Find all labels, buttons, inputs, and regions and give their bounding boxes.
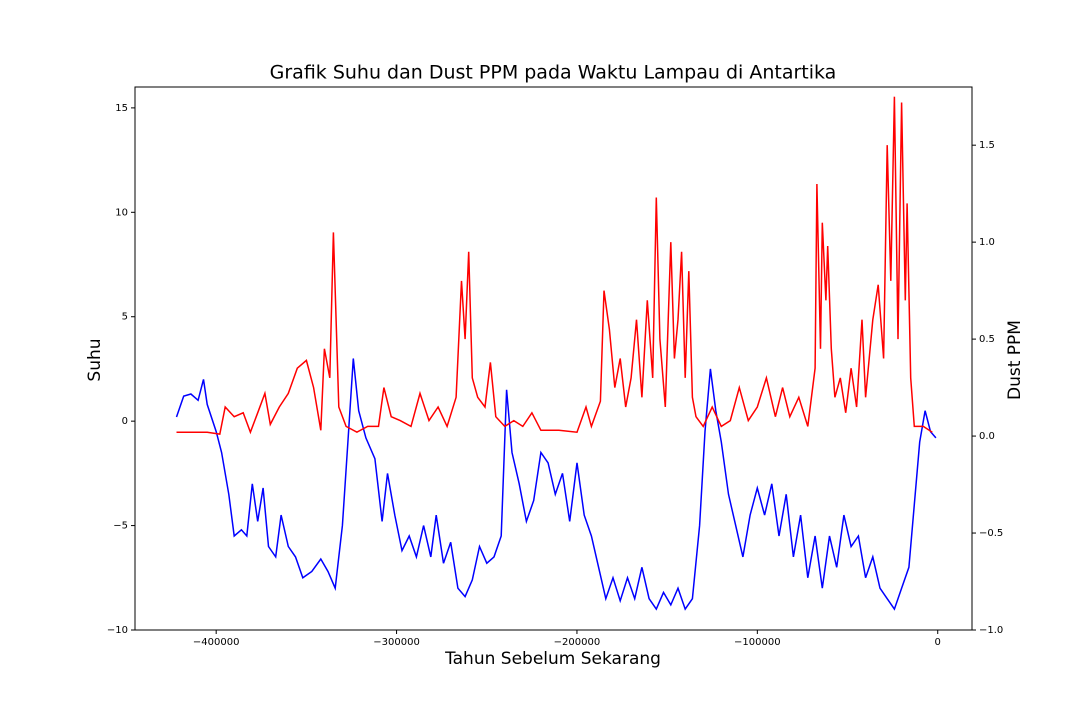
y2-tick-label: 0.0: [979, 431, 995, 442]
chart-title: Grafik Suhu dan Dust PPM pada Waktu Lamp…: [270, 62, 837, 84]
x-tick-label: −400000: [193, 637, 240, 648]
y-tick-label: −5: [113, 521, 128, 532]
x-tick-label: −100000: [734, 637, 781, 648]
y2-tick-label: 1.5: [979, 140, 995, 151]
line: [175, 358, 937, 611]
line: [176, 96, 933, 435]
x-tick-label: −200000: [554, 637, 601, 648]
y2-tick-label: 1.0: [979, 237, 995, 248]
y-tick-label: 15: [115, 103, 128, 114]
x-tick-label: 0: [935, 637, 941, 648]
y2-tick-label: −1.0: [979, 625, 1003, 636]
x-axis-label: Tahun Sebelum Sekarang: [444, 649, 661, 669]
y-tick-label: 0: [122, 416, 128, 427]
plot-frame: [134, 86, 973, 631]
y-tick-label: −10: [107, 625, 128, 636]
y2-axis-label: Dust PPM: [1005, 320, 1025, 400]
y2-tick-label: 0.5: [979, 334, 995, 345]
y-axis-label: Suhu: [85, 338, 105, 381]
y-tick-label: 10: [115, 207, 128, 218]
x-tick-label: −300000: [373, 637, 420, 648]
y-tick-label: 5: [122, 312, 128, 323]
y2-tick-label: −0.5: [979, 528, 1003, 539]
